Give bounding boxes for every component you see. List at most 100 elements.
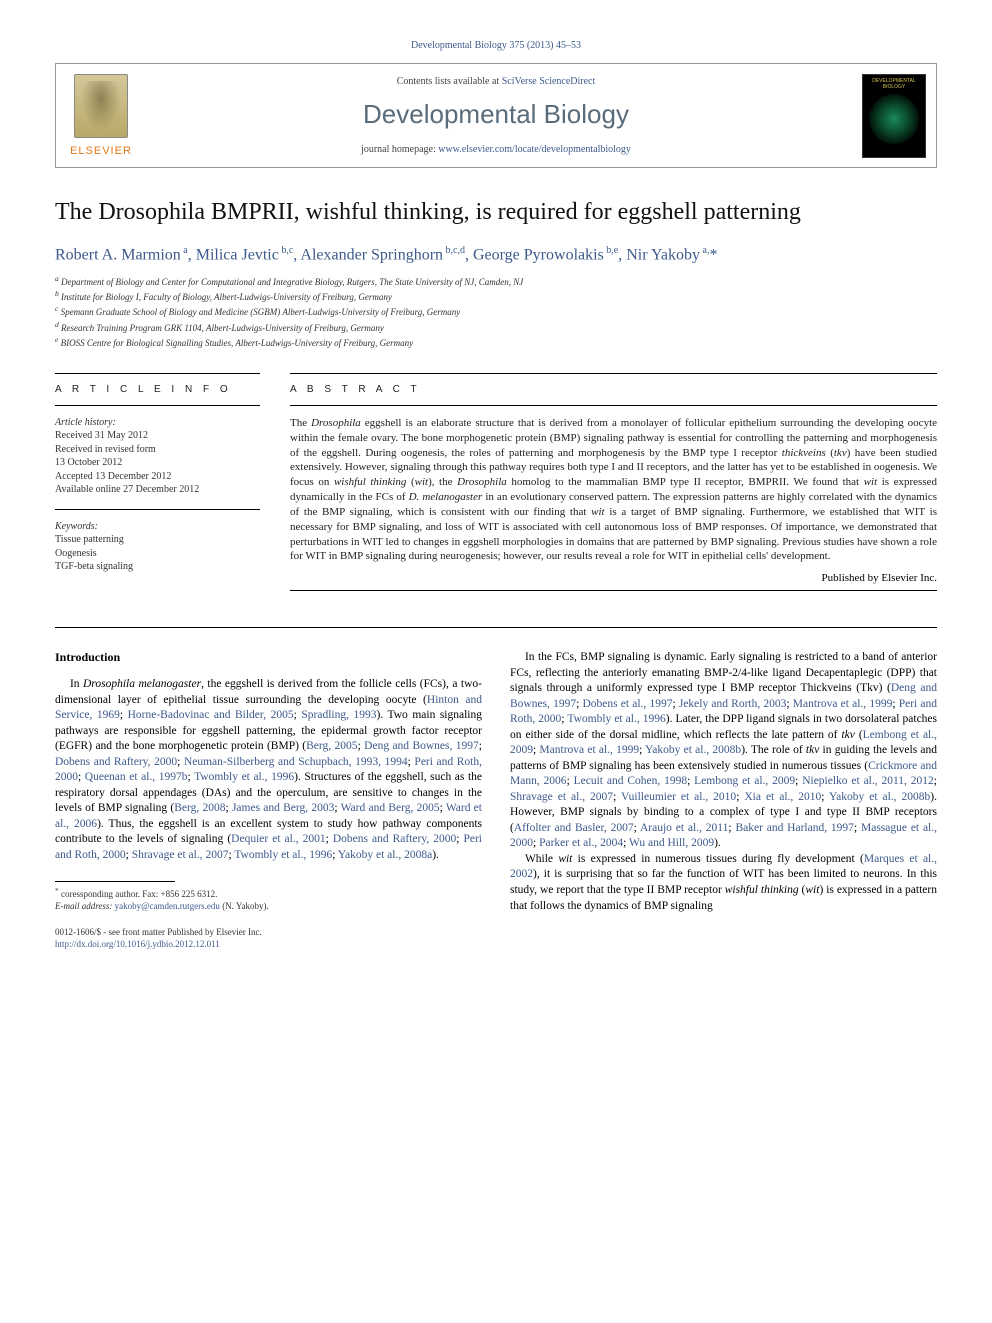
citation-link[interactable]: Twombly et al., 1996 xyxy=(567,713,665,725)
corresponding-star-icon: * xyxy=(709,246,717,263)
keyword: TGF-beta signaling xyxy=(55,560,260,574)
elsevier-logo: ELSEVIER xyxy=(66,74,136,157)
history-line: Received 31 May 2012 xyxy=(55,429,260,443)
email-label: E-mail address: xyxy=(55,901,112,911)
citation-link[interactable]: Mantrova et al., 1999 xyxy=(793,698,893,710)
author-list: Robert A. Marmion a, Milica Jevtic b,c, … xyxy=(55,245,937,264)
keyword: Oogenesis xyxy=(55,547,260,561)
citation-link[interactable]: Niepielko et al., 2011, 2012 xyxy=(802,775,934,787)
body-paragraph: While wit is expressed in numerous tissu… xyxy=(510,852,937,914)
citation-link[interactable]: James and Berg, 2003 xyxy=(232,802,334,814)
citation-link[interactable]: Twombly et al., 1996 xyxy=(234,849,332,861)
body-columns: Introduction In Drosophila melanogaster,… xyxy=(55,650,937,950)
affiliation-text: Institute for Biology I, Faculty of Biol… xyxy=(61,292,392,302)
citation-link[interactable]: Deng and Bownes, 1997 xyxy=(364,740,479,752)
citation-link[interactable]: Lembong et al., 2009 xyxy=(694,775,795,787)
citation-link[interactable]: Yakoby et al., 2008b xyxy=(829,791,930,803)
front-matter-line: 0012-1606/$ - see front matter Published… xyxy=(55,927,482,939)
author: Robert A. Marmion xyxy=(55,246,181,263)
affil-marker: a xyxy=(181,245,188,256)
affiliation: d Research Training Program GRK 1104, Al… xyxy=(55,320,937,334)
citation-link[interactable]: Wu and Hill, 2009 xyxy=(629,837,714,849)
email-link[interactable]: yakoby@camden.rutgers.edu xyxy=(115,901,220,911)
citation-link[interactable]: Vuilleumier et al., 2010 xyxy=(621,791,736,803)
keywords-block: Keywords: Tissue patterning Oogenesis TG… xyxy=(55,520,260,574)
journal-cover-thumbnail: DEVELOPMENTAL BIOLOGY xyxy=(862,74,926,158)
journal-cover-image xyxy=(869,94,919,144)
citation-link[interactable]: Shravage et al., 2007 xyxy=(510,791,613,803)
article-title: The Drosophila BMPRII, wishful thinking,… xyxy=(55,198,937,227)
email-who: (N. Yakoby). xyxy=(222,901,269,911)
article-history: Article history: Received 31 May 2012 Re… xyxy=(55,416,260,497)
keyword: Tissue patterning xyxy=(55,533,260,547)
article-info-column: A R T I C L E I N F O Article history: R… xyxy=(55,367,260,601)
keywords-label: Keywords: xyxy=(55,520,260,534)
journal-name: Developmental Biology xyxy=(146,99,846,130)
history-line: Received in revised form xyxy=(55,443,260,457)
publisher-line: Published by Elsevier Inc. xyxy=(290,572,937,584)
contents-prefix: Contents lists available at xyxy=(397,76,502,87)
footer-block: 0012-1606/$ - see front matter Published… xyxy=(55,927,482,950)
author: Nir Yakoby xyxy=(626,246,700,263)
citation-link[interactable]: Lecuit and Cohen, 1998 xyxy=(574,775,687,787)
footnote-corr: coressponding author. Fax: +856 225 6312… xyxy=(61,889,217,899)
citation-link[interactable]: Yakoby et al., 2008a xyxy=(338,849,432,861)
body-paragraph: In Drosophila melanogaster, the eggshell… xyxy=(55,677,482,863)
journal-header: ELSEVIER DEVELOPMENTAL BIOLOGY Contents … xyxy=(55,63,937,168)
affil-marker: b,c,d xyxy=(443,245,465,256)
journal-cover-title: DEVELOPMENTAL BIOLOGY xyxy=(863,79,925,90)
citation-link[interactable]: Queenan et al., 1997b xyxy=(85,771,188,783)
elsevier-text: ELSEVIER xyxy=(70,145,132,157)
footnote-separator xyxy=(55,881,175,882)
article-info-heading: A R T I C L E I N F O xyxy=(55,384,260,395)
affiliation: e BIOSS Centre for Biological Signalling… xyxy=(55,335,937,349)
affiliation: a Department of Biology and Center for C… xyxy=(55,274,937,288)
citation-link[interactable]: Berg, 2008 xyxy=(174,802,225,814)
corresponding-footnote: * coressponding author. Fax: +856 225 63… xyxy=(55,886,482,912)
citation-link[interactable]: Marques et al., 2002 xyxy=(510,853,937,881)
affiliation-text: Spemann Graduate School of Biology and M… xyxy=(61,307,461,317)
citation-link[interactable]: Berg, 2005 xyxy=(306,740,357,752)
introduction-heading: Introduction xyxy=(55,650,482,665)
citation-link[interactable]: Xia et al., 2010 xyxy=(744,791,821,803)
citation-link[interactable]: Araujo et al., 2011 xyxy=(640,822,728,834)
citation-link[interactable]: Affolter and Basler, 2007 xyxy=(514,822,634,834)
elsevier-tree-icon xyxy=(74,74,128,138)
citation-link[interactable]: Twombly et al., 1996 xyxy=(194,771,294,783)
journal-homepage-line: journal homepage: www.elsevier.com/locat… xyxy=(146,144,846,155)
citation-link[interactable]: Mantrova et al., 1999 xyxy=(539,744,639,756)
affiliation-text: Department of Biology and Center for Com… xyxy=(61,277,523,287)
history-line: Available online 27 December 2012 xyxy=(55,483,260,497)
citation-link[interactable]: Jekely and Rorth, 2003 xyxy=(679,698,787,710)
affiliation: b Institute for Biology I, Faculty of Bi… xyxy=(55,289,937,303)
author: Milica Jevtic xyxy=(196,246,279,263)
abstract-column: A B S T R A C T The Drosophila eggshell … xyxy=(290,367,937,601)
body-paragraph: In the FCs, BMP signaling is dynamic. Ea… xyxy=(510,650,937,852)
author: Alexander Springhorn xyxy=(300,246,443,263)
citation-link[interactable]: Parker et al., 2004 xyxy=(539,837,623,849)
affil-marker: b,e xyxy=(604,245,618,256)
citation-link[interactable]: Horne-Badovinac and Bilder, 2005 xyxy=(128,709,294,721)
sciencedirect-link[interactable]: SciVerse ScienceDirect xyxy=(502,76,596,87)
citation-link[interactable]: Dequier et al., 2001 xyxy=(231,833,325,845)
journal-homepage-link[interactable]: www.elsevier.com/locate/developmentalbio… xyxy=(438,144,631,155)
affiliations: a Department of Biology and Center for C… xyxy=(55,274,937,349)
history-line: 13 October 2012 xyxy=(55,456,260,470)
citation-link[interactable]: Dobens and Raftery, 2000 xyxy=(55,756,177,768)
affiliation-text: Research Training Program GRK 1104, Albe… xyxy=(61,323,384,333)
homepage-prefix: journal homepage: xyxy=(361,144,438,155)
affiliation-text: BIOSS Centre for Biological Signalling S… xyxy=(61,338,414,348)
citation-link[interactable]: Ward and Berg, 2005 xyxy=(341,802,440,814)
citation-link[interactable]: Baker and Harland, 1997 xyxy=(735,822,854,834)
citation-link[interactable]: Dobens et al., 1997 xyxy=(582,698,672,710)
affil-marker: b,c xyxy=(279,245,293,256)
citation-link[interactable]: Dobens and Raftery, 2000 xyxy=(333,833,456,845)
citation-link[interactable]: Neuman-Silberberg and Schupbach, 1993, 1… xyxy=(184,756,408,768)
citation-link[interactable]: Yakoby et al., 2008b xyxy=(645,744,741,756)
citation-link[interactable]: Shravage et al., 2007 xyxy=(132,849,229,861)
citation-link[interactable]: Spradling, 1993 xyxy=(301,709,376,721)
author: George Pyrowolakis xyxy=(473,246,604,263)
doi-link[interactable]: http://dx.doi.org/10.1016/j.ydbio.2012.1… xyxy=(55,939,220,949)
abstract-heading: A B S T R A C T xyxy=(290,384,937,395)
contents-lists-line: Contents lists available at SciVerse Sci… xyxy=(146,76,846,87)
